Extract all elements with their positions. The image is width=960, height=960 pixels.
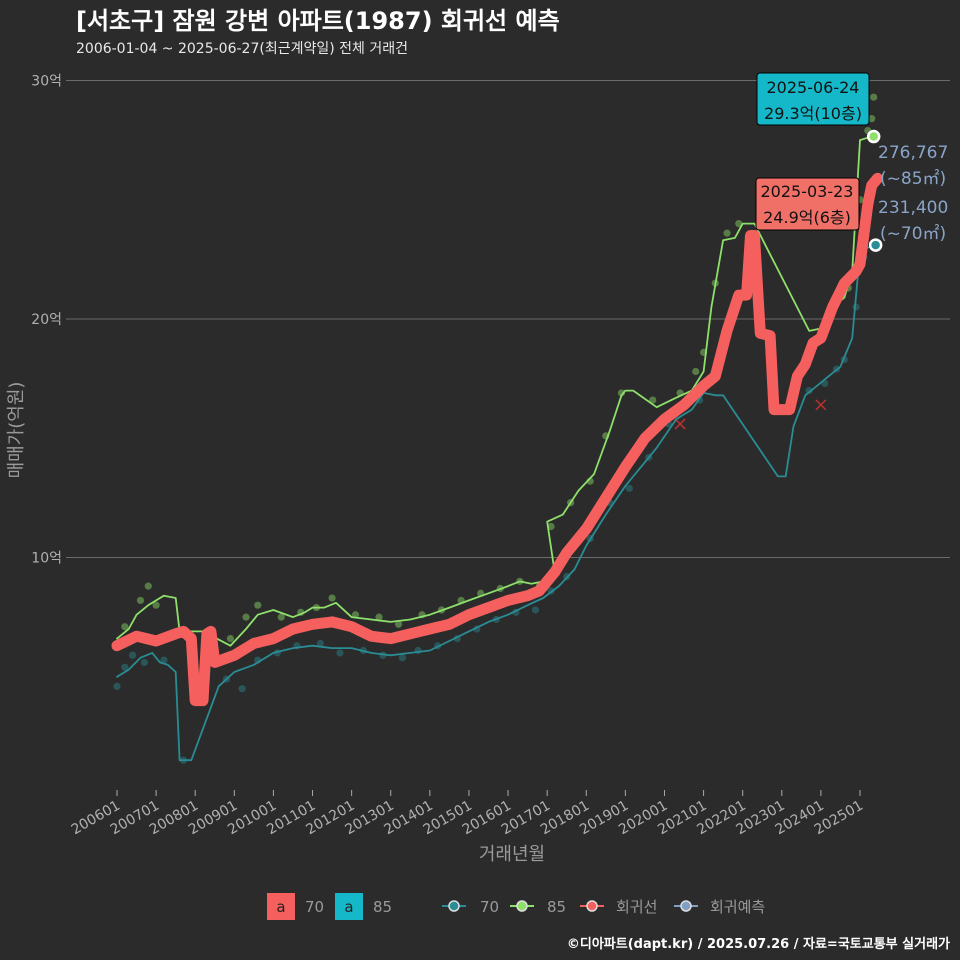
scatter-85-point-2 [144, 582, 152, 590]
legend-line-85-marker [516, 900, 528, 912]
plot-area [111, 93, 884, 764]
scatter-85-point-12 [375, 613, 383, 621]
scatter-85-point-31 [723, 229, 731, 237]
legend-line-regression-label: 회귀선 [616, 898, 657, 916]
scatter-70-point-22 [531, 606, 540, 614]
y-tick-label-30: 30억 [31, 74, 62, 90]
legend: a 70 a 85 70 85 회귀선 회귀예측 [267, 893, 765, 920]
scatter-regression-marker-1 [815, 399, 827, 411]
mid-label-date: 2025-03-23 [761, 182, 854, 201]
unit-70-area: (~70㎡) [880, 224, 946, 244]
y-axis-label: 매매가(억원) [6, 382, 27, 479]
y-tick-label-10: 10억 [31, 551, 62, 567]
legend-fill-85-label: 85 [373, 898, 392, 916]
scatter-85-point-32 [735, 220, 743, 228]
y-axis: 10억 20억 30억 [31, 74, 62, 567]
legend-line-85-label: 85 [547, 898, 566, 916]
scatter-85-point-13 [394, 620, 403, 628]
scatter-85-point-21 [547, 522, 555, 531]
scatter-70-point-7 [238, 685, 246, 693]
scatter-85-point-4 [226, 634, 235, 643]
legend-line-regression-marker [586, 900, 598, 912]
scatter-70-point-4 [160, 656, 168, 664]
legend-fill-85-key: a [344, 898, 353, 916]
scatter-70-point-11 [316, 639, 324, 647]
legend-fill-70-swatch [267, 893, 295, 920]
scatter-70-point-0 [113, 682, 121, 690]
end-marker-70 [868, 238, 883, 252]
mid-label-box [755, 177, 860, 231]
mid-label-price: 24.9억(6층) [763, 208, 851, 227]
x-axis-label: 거래년월 [479, 844, 545, 865]
legend-line-forecast-label: 회귀예측 [710, 898, 765, 916]
legend-fill-70-label: 70 [305, 898, 324, 916]
annotations: 2025-06-24 29.3억(10층) 2025-03-23 24.9억(6… [755, 72, 948, 244]
series-line-70 [116, 244, 877, 762]
scatter-85-point-5 [242, 613, 250, 621]
scatter-70-point-2 [129, 651, 137, 659]
scatter-70-point-15 [398, 654, 407, 662]
y-tick-label-20: 20억 [31, 312, 62, 328]
top-label-price: 29.3억(10층) [764, 104, 862, 123]
top-label-date: 2025-06-24 [767, 78, 860, 97]
scatter-85-point-6 [254, 601, 262, 609]
chart-title: [서초구] 잠원 강변 아파트(1987) 회귀선 예측 [76, 7, 560, 35]
legend-line-70-label: 70 [480, 898, 499, 916]
series-line-regression [111, 172, 884, 707]
top-label-box [756, 72, 870, 126]
legend-line-70-marker [448, 900, 460, 912]
unit-85-area: (~85㎡) [880, 169, 946, 189]
scatter-85-point-3 [152, 601, 160, 609]
scatter-70-point-12 [336, 649, 344, 657]
scatter-85-point-7 [277, 613, 285, 621]
end-marker-85 [866, 129, 881, 144]
scatter-85-point-37 [868, 115, 876, 123]
scatter-70-point-3 [140, 658, 148, 667]
scatter-85-point-0 [121, 623, 129, 631]
series-line-85 [116, 134, 877, 647]
scatter-85-point-25 [617, 389, 626, 397]
scatter-85-point-10 [328, 594, 336, 602]
scatter-85-point-28 [692, 367, 700, 376]
chart-subtitle: 2006-01-04 ~ 2025-06-27(최근계약일) 전체 거래건 [76, 41, 408, 57]
legend-line-forecast-marker [680, 900, 692, 912]
scatter-70-point-1 [121, 663, 129, 671]
legend-fill-85-swatch [335, 893, 363, 920]
footer-credit: ©디아파트(dapt.kr) / 2025.07.26 / 자료=국토교통부 실… [567, 936, 950, 952]
scatter-85-point-1 [136, 596, 145, 605]
scatter-regression-marker-0 [674, 418, 686, 430]
unit-70-price: 231,400 [878, 198, 948, 218]
scatter-70-point-27 [625, 484, 633, 492]
unit-85-price: 276,767 [878, 143, 948, 163]
scatter-85-point-26 [649, 396, 657, 404]
scatter-85-point-38 [870, 93, 878, 101]
legend-fill-70-key: a [276, 898, 285, 916]
scatter-70-point-32 [805, 386, 813, 395]
